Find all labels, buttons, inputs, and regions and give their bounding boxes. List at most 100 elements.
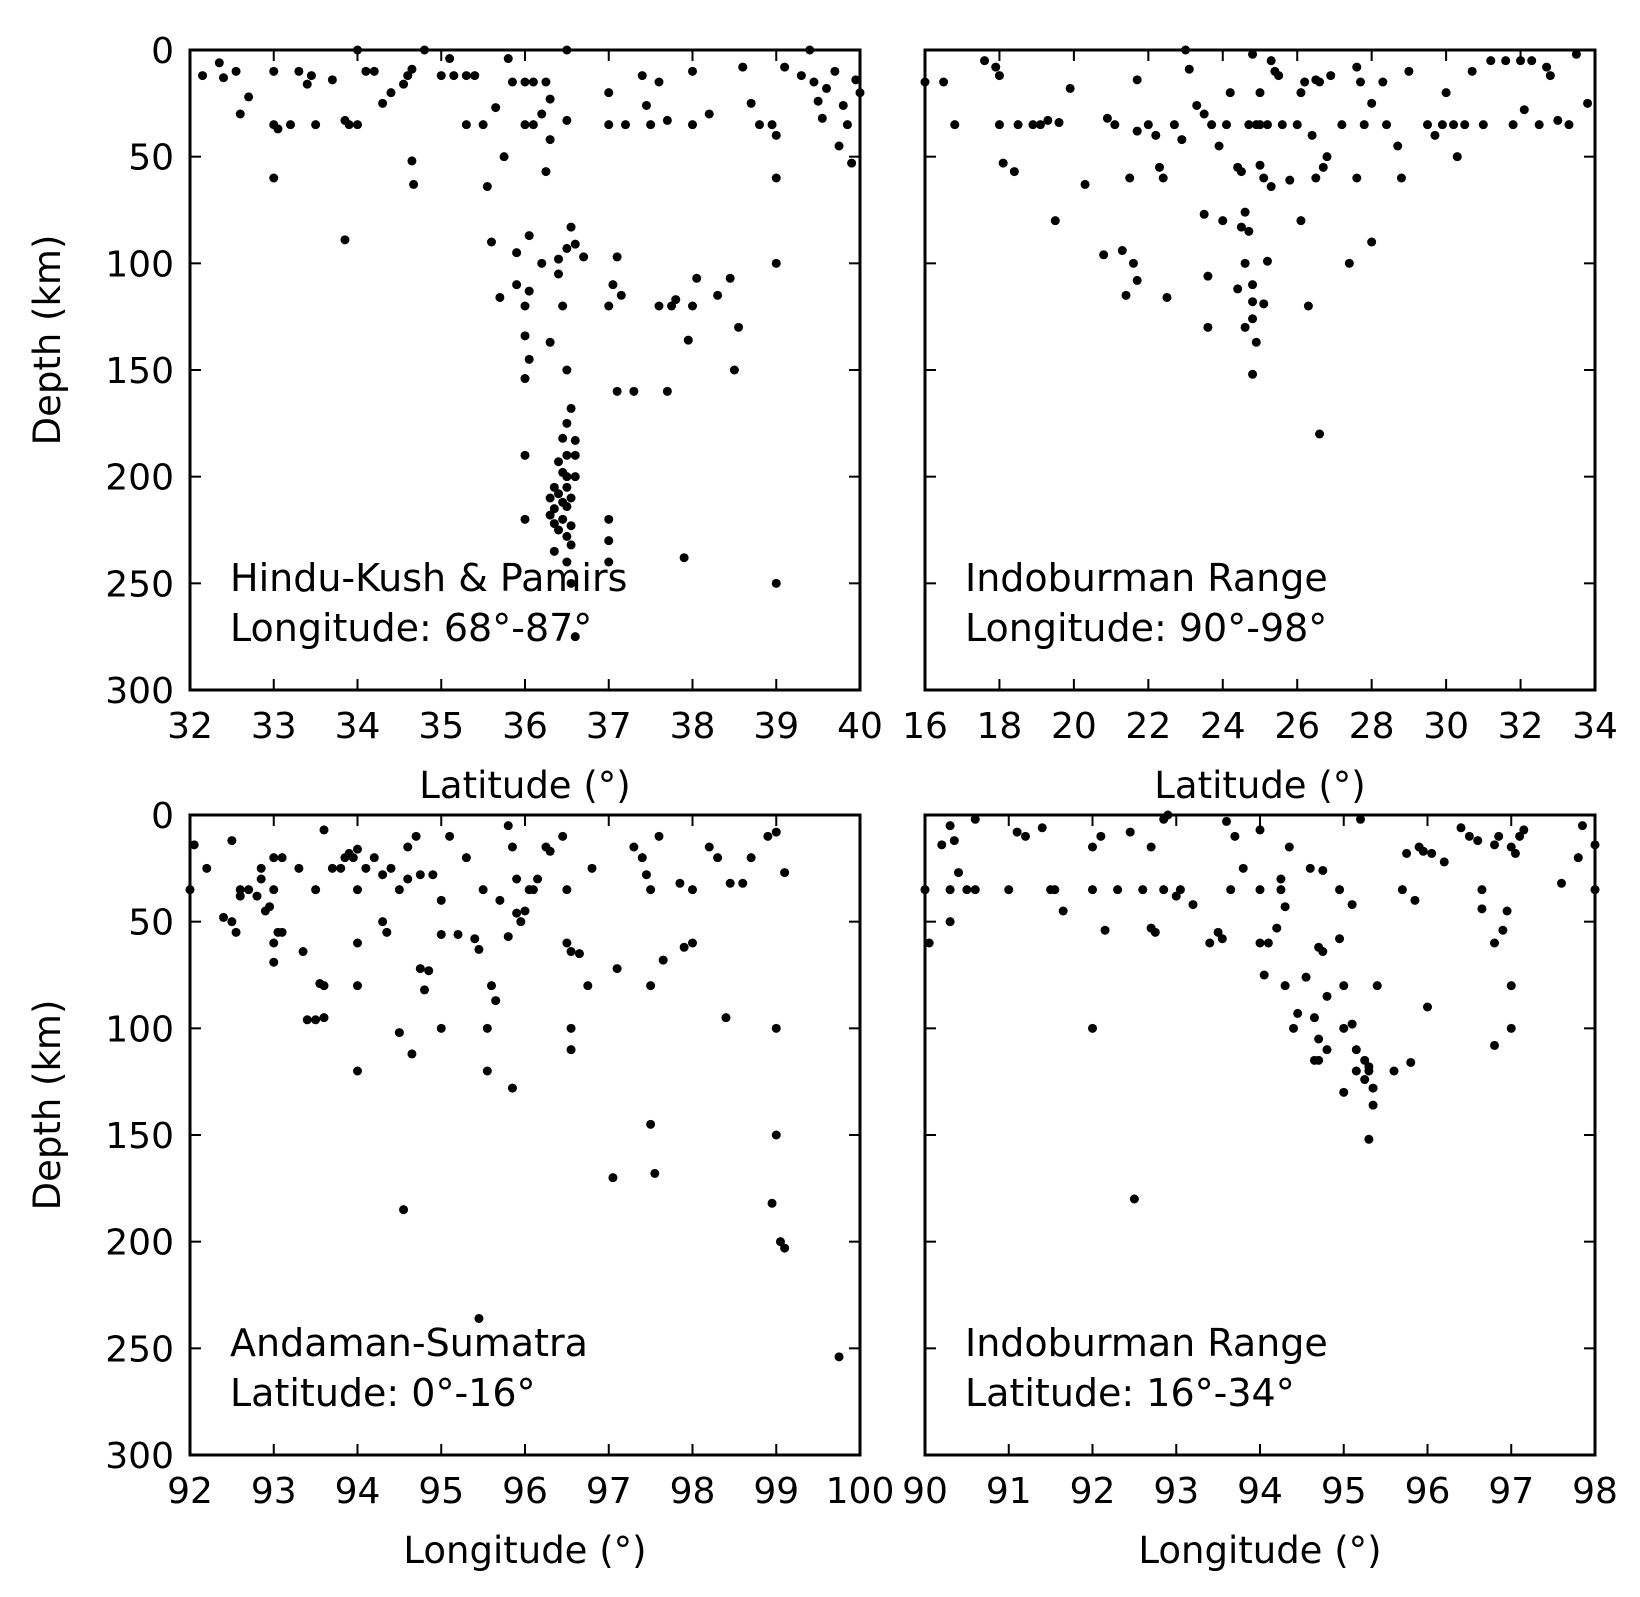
data-point (1360, 1055, 1370, 1065)
x-tick-label: 18 (977, 706, 1023, 747)
data-point (1315, 77, 1325, 87)
data-point (1449, 120, 1459, 130)
data-point (574, 949, 584, 959)
data-point (336, 863, 346, 873)
data-point (1494, 831, 1504, 841)
data-point (1498, 925, 1508, 935)
data-point (1222, 816, 1231, 826)
data-point (1292, 120, 1302, 130)
data-point (1158, 173, 1168, 183)
data-point (604, 120, 614, 130)
data-point (1456, 823, 1466, 833)
data-point (1125, 827, 1135, 837)
data-point (1335, 885, 1345, 895)
data-point (937, 840, 947, 850)
data-point (949, 836, 959, 846)
data-point (1058, 906, 1068, 916)
data-point (1102, 113, 1112, 123)
data-point (369, 66, 379, 76)
data-point (1418, 846, 1428, 856)
data-point (704, 842, 714, 852)
data-point (461, 71, 471, 81)
data-point (1088, 885, 1097, 895)
x-tick-label: 39 (753, 706, 799, 747)
data-point (1255, 938, 1265, 948)
data-point (1347, 900, 1357, 910)
data-point (482, 1066, 492, 1076)
x-tick-label: 32 (167, 706, 213, 747)
data-point (1573, 853, 1583, 863)
data-point (679, 942, 689, 952)
data-point (378, 98, 388, 108)
data-point (558, 433, 568, 443)
data-point (298, 947, 308, 957)
data-point (1177, 135, 1187, 145)
data-point (277, 853, 287, 863)
data-point (545, 94, 555, 104)
data-point (1099, 250, 1109, 260)
data-point (256, 863, 266, 873)
data-point (1213, 927, 1223, 937)
data-point (407, 1049, 417, 1059)
data-point (277, 927, 287, 937)
data-point (491, 103, 501, 113)
data-point (319, 825, 329, 835)
data-point (269, 885, 279, 895)
data-point (520, 374, 530, 384)
data-point (1322, 152, 1332, 162)
data-point (549, 546, 559, 556)
data-point (562, 450, 572, 460)
data-point (537, 109, 547, 119)
data-point (503, 54, 513, 64)
data-point (641, 100, 651, 110)
x-tick-label: 95 (418, 1471, 464, 1512)
data-point (482, 182, 492, 192)
data-point (604, 514, 614, 524)
data-point (252, 891, 262, 901)
data-point (683, 335, 693, 345)
data-point (1508, 120, 1518, 130)
data-point (470, 934, 480, 944)
data-point (1255, 160, 1265, 170)
data-point (1515, 831, 1525, 841)
data-point (1171, 891, 1181, 901)
data-point (562, 482, 572, 492)
data-point (1230, 831, 1240, 841)
data-point (1222, 120, 1231, 130)
data-point (474, 1313, 484, 1323)
data-point (554, 269, 563, 279)
data-point (562, 243, 572, 253)
data-point (1272, 923, 1282, 933)
data-point (1138, 885, 1148, 895)
data-point (775, 1237, 785, 1247)
y-tick-label: 250 (105, 564, 174, 605)
data-point (399, 79, 409, 89)
data-point (461, 120, 471, 130)
data-point (1143, 120, 1153, 130)
data-point (980, 56, 990, 66)
data-point (554, 525, 563, 535)
data-point (1318, 865, 1328, 875)
data-point (244, 885, 254, 895)
data-point (1473, 836, 1483, 846)
data-point (1301, 972, 1311, 982)
data-point (1534, 120, 1544, 130)
data-point (1203, 271, 1213, 281)
data-point (1285, 175, 1295, 185)
data-point (1240, 258, 1250, 268)
data-point (746, 98, 756, 108)
data-point (1088, 842, 1097, 852)
data-point (704, 109, 714, 119)
data-point (409, 179, 419, 189)
data-point (311, 885, 321, 895)
data-point (1314, 1034, 1324, 1044)
x-tick-label: 92 (1070, 1471, 1116, 1512)
data-point (679, 553, 689, 563)
data-point (1486, 56, 1496, 66)
data-point (945, 821, 955, 831)
data-point (562, 557, 572, 567)
x-tick-label: 97 (1488, 1471, 1534, 1512)
data-point (1132, 126, 1142, 136)
data-point (1146, 842, 1156, 852)
data-point (1151, 130, 1161, 140)
